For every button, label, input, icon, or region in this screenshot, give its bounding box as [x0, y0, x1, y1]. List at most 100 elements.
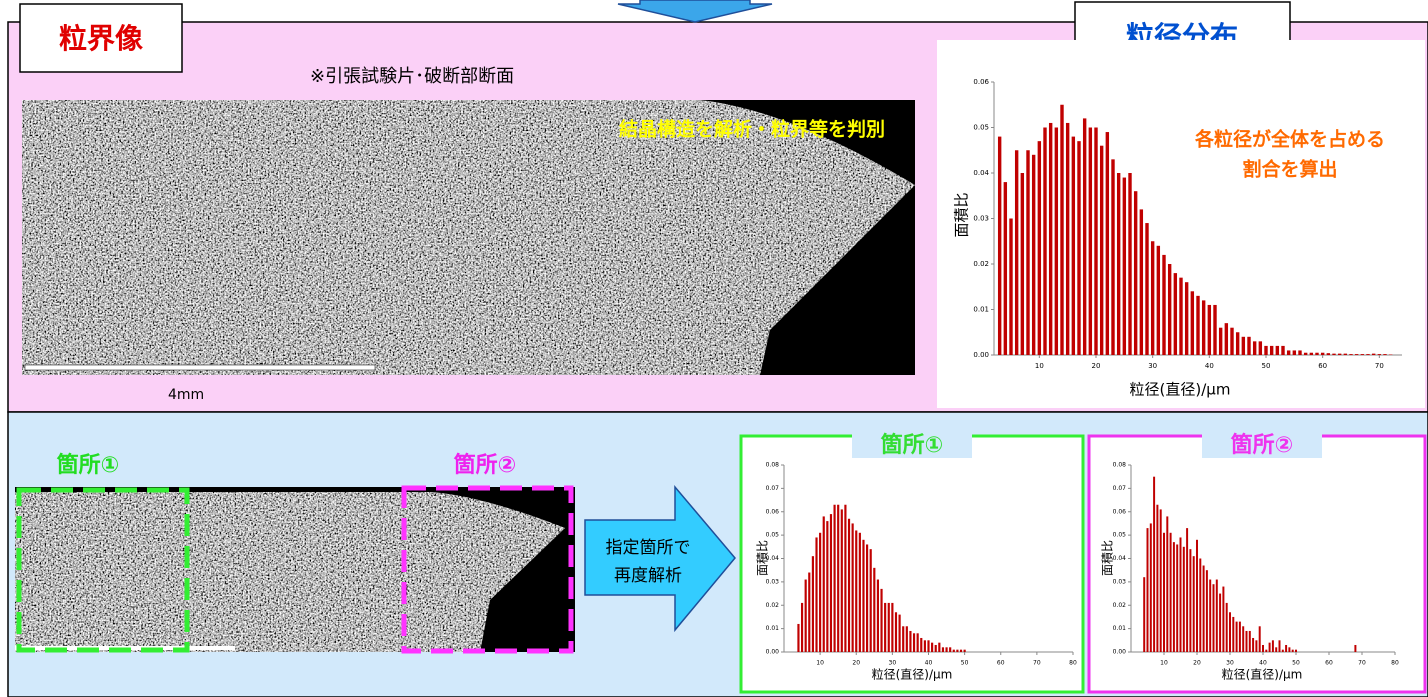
bar [927, 640, 930, 652]
bar [1242, 626, 1245, 652]
x-tick-label: 80 [1069, 660, 1077, 667]
bar [1258, 626, 1261, 652]
bar [1230, 327, 1234, 355]
y-tick-label: 0.02 [766, 602, 780, 609]
x-tick-label: 20 [852, 660, 860, 667]
bar [1060, 104, 1064, 355]
bar [1077, 141, 1081, 355]
bar [1116, 173, 1121, 355]
chart-frame [1087, 434, 1427, 694]
y-tick-label: 0.06 [766, 508, 780, 515]
y-tick-label: 0.05 [973, 124, 989, 132]
bar [1292, 350, 1297, 355]
bar [1241, 336, 1246, 355]
x-tick-label: 60 [997, 660, 1005, 667]
y-tick-label: 0.06 [1113, 508, 1127, 515]
bar [934, 644, 937, 652]
bar [1159, 509, 1162, 652]
bar [1189, 549, 1192, 652]
y-tick-label: 0.00 [973, 351, 989, 359]
bar [1222, 586, 1225, 652]
y-tick-label: 0.07 [766, 485, 780, 492]
bar [1209, 579, 1212, 652]
down-arrow [617, 0, 773, 23]
chart-frame [739, 434, 1085, 694]
bar [1265, 649, 1268, 652]
y-tick-label: 0.08 [1113, 462, 1127, 469]
bar [884, 602, 887, 652]
x-tick-label: 40 [925, 660, 933, 667]
x-tick-label: 60 [1318, 362, 1327, 370]
bar [1354, 644, 1357, 652]
bar [1245, 630, 1248, 652]
region-box [16, 487, 190, 653]
bar [869, 549, 872, 652]
bar [840, 509, 843, 652]
x-tick-label: 50 [1262, 362, 1271, 370]
y-tick-label: 0.06 [973, 78, 989, 86]
bar [1235, 621, 1238, 652]
bar [1320, 352, 1325, 355]
y-tick-label: 0.00 [766, 649, 780, 656]
bar [931, 642, 934, 652]
x-tick-label: 20 [1193, 660, 1201, 667]
chart-title: 箇所① [881, 432, 944, 458]
bar [1149, 523, 1152, 652]
bar [1349, 354, 1353, 355]
bar [1026, 150, 1030, 355]
bar [1003, 182, 1008, 355]
bar [833, 504, 836, 652]
bar [1247, 336, 1251, 355]
bar [1219, 593, 1222, 652]
bar [1275, 345, 1280, 355]
bar [1360, 354, 1365, 355]
bar [1332, 353, 1336, 355]
bar [1383, 354, 1387, 355]
bar [1232, 616, 1235, 652]
bar [819, 532, 822, 652]
bar [1205, 570, 1208, 652]
bar [1179, 537, 1182, 652]
bar [1315, 352, 1319, 355]
bar [959, 649, 963, 652]
x-tick-label: 70 [1358, 660, 1366, 667]
x-tick-label: 40 [1259, 660, 1267, 667]
bar [891, 602, 894, 652]
y-axis-label: 面積比 [1100, 540, 1115, 576]
bar [887, 602, 890, 652]
bar [876, 579, 880, 652]
bar [1258, 341, 1263, 355]
bar [1048, 122, 1053, 355]
y-tick-label: 0.02 [973, 260, 989, 268]
bar [938, 642, 941, 652]
bar [1176, 544, 1179, 652]
bar [851, 523, 854, 652]
bar [1291, 649, 1294, 652]
bar [902, 626, 905, 652]
bar [945, 647, 948, 652]
x-tick-label: 60 [1325, 660, 1333, 667]
x-tick-label: 30 [889, 660, 897, 667]
bar [844, 504, 847, 652]
image-note: 結晶構造を解析・粒界等を判別 [619, 118, 885, 141]
bar [1031, 154, 1036, 355]
bar [1162, 254, 1166, 355]
bar [1153, 476, 1156, 652]
bar [1269, 345, 1274, 355]
x-tick-label: 30 [1148, 362, 1157, 370]
y-tick-label: 0.05 [1113, 532, 1127, 539]
bar [923, 640, 926, 652]
bar [894, 612, 898, 652]
bar [1281, 345, 1285, 355]
x-tick-label: 80 [1391, 660, 1399, 667]
bar [1354, 354, 1359, 355]
bar [815, 537, 818, 652]
bar [1202, 565, 1205, 652]
y-tick-label: 0.03 [766, 578, 780, 585]
bar [1163, 532, 1165, 652]
bar [1133, 191, 1138, 355]
bar [866, 544, 869, 652]
bar [1179, 277, 1183, 355]
bar [916, 633, 919, 652]
bar [811, 556, 814, 652]
